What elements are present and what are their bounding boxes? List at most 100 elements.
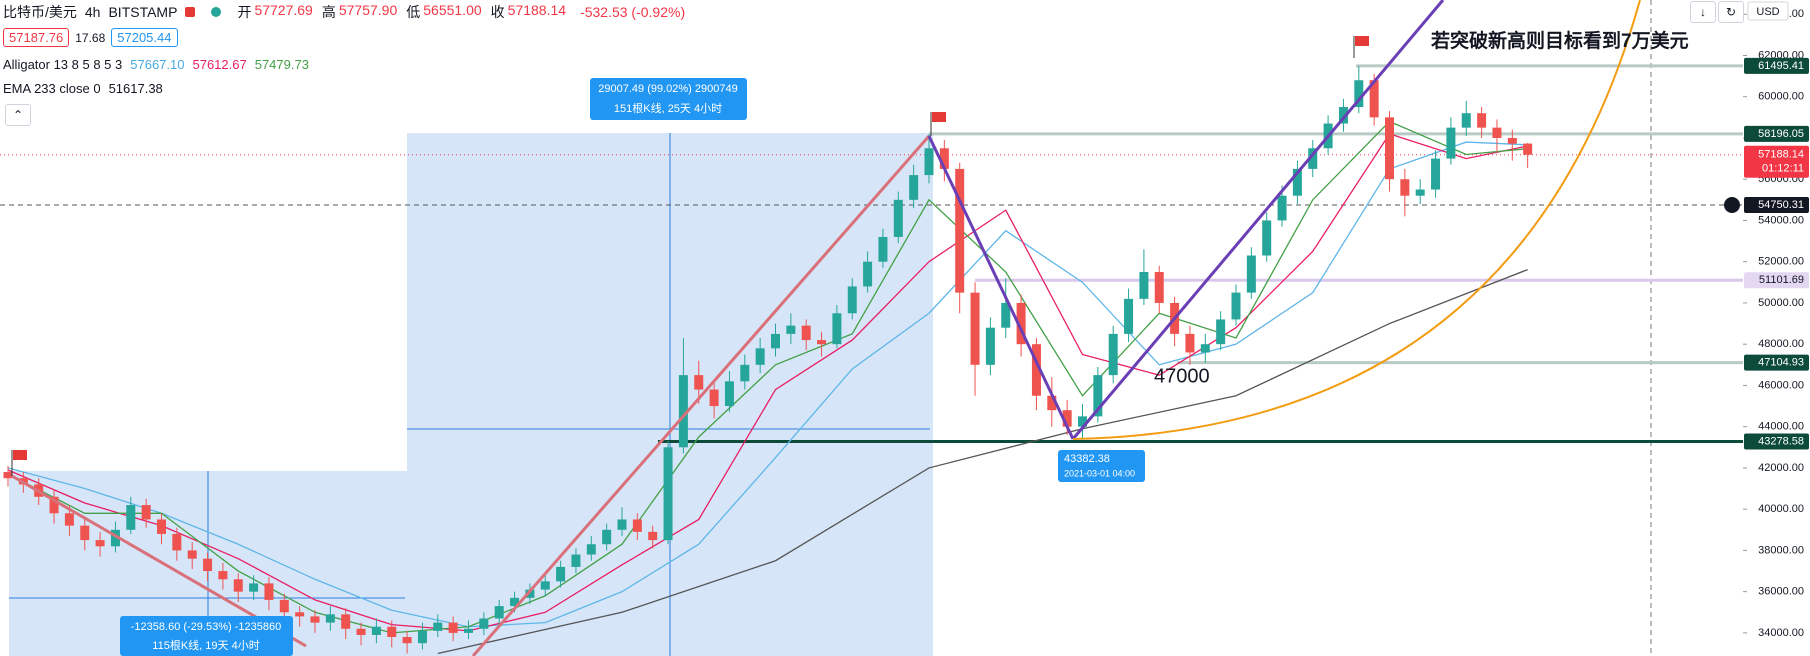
level-label: 54750.31 bbox=[1758, 199, 1804, 211]
low-price: 43382.38 bbox=[1064, 453, 1110, 465]
candle-body bbox=[141, 505, 151, 520]
interval: 4h bbox=[84, 4, 101, 20]
indicator-value: 57612.67 bbox=[192, 57, 247, 72]
ohlc-value: 57727.69 bbox=[254, 2, 313, 18]
candle-body bbox=[540, 581, 550, 590]
candle-body bbox=[295, 612, 305, 617]
candle-body bbox=[724, 381, 734, 407]
candle-body bbox=[1354, 80, 1364, 108]
candle-body bbox=[1185, 333, 1195, 353]
annotation: 若突破新高则目标看到7万美元 bbox=[1431, 29, 1689, 52]
countdown: 01:12:11 bbox=[1762, 163, 1804, 175]
level-label-box bbox=[1744, 125, 1809, 142]
indicator-value: 57479.73 bbox=[254, 57, 309, 72]
indicator-legend: EMA 233 close 0 51617.38 bbox=[3, 81, 163, 96]
settings-button[interactable]: ↻ bbox=[1718, 1, 1744, 23]
currency-box[interactable] bbox=[1747, 1, 1789, 21]
flag bbox=[1353, 36, 1369, 58]
flag bbox=[930, 112, 946, 136]
ohlc-label: 高 bbox=[321, 4, 336, 20]
candle-body bbox=[110, 529, 120, 547]
candle-body bbox=[556, 566, 566, 582]
candle-body bbox=[218, 571, 228, 580]
level-label-box bbox=[1744, 196, 1809, 213]
candle-body bbox=[939, 148, 949, 169]
candle-body bbox=[786, 325, 796, 334]
candle-body bbox=[832, 313, 842, 345]
candle-body bbox=[985, 327, 995, 365]
candle-body bbox=[1154, 272, 1164, 303]
candle-body bbox=[1292, 168, 1302, 196]
y-tick-label: 46000.00 bbox=[1758, 379, 1804, 391]
candle-body bbox=[1415, 189, 1425, 196]
indicator-lines bbox=[7, 120, 1528, 655]
candle-body bbox=[663, 447, 673, 541]
candle-body bbox=[648, 531, 658, 541]
low-time: 2021-03-01 04:00 bbox=[1064, 468, 1135, 478]
candle-body bbox=[64, 513, 74, 526]
y-tick-label: 44000.00 bbox=[1758, 421, 1804, 433]
collapse-button[interactable]: ⌃ bbox=[5, 104, 31, 126]
candle-body bbox=[1062, 410, 1072, 427]
candle-body bbox=[1461, 113, 1471, 128]
candle-body bbox=[402, 637, 412, 644]
candle-body bbox=[801, 325, 811, 341]
last-price: 57188.14 bbox=[1758, 149, 1804, 161]
indicator-line bbox=[7, 120, 1528, 634]
candle-body bbox=[1231, 292, 1241, 320]
arc bbox=[1072, 0, 1641, 440]
candle-body bbox=[233, 579, 243, 592]
candle-body bbox=[279, 599, 289, 613]
candle-body bbox=[1492, 127, 1502, 138]
candle-body bbox=[494, 606, 504, 619]
candle-body bbox=[417, 630, 427, 644]
y-tick-label: 38000.00 bbox=[1758, 544, 1804, 556]
candle-body bbox=[571, 554, 581, 567]
symbol: 比特币/美元 bbox=[3, 4, 77, 20]
level-label-box bbox=[1744, 57, 1809, 74]
candle-body bbox=[602, 529, 612, 545]
ohlc-label: 开 bbox=[237, 4, 252, 20]
level-label-box bbox=[1744, 272, 1809, 289]
ohlc-label: 收 bbox=[490, 4, 505, 20]
candle-body bbox=[510, 597, 520, 607]
ask[interactable]: 57205.44 bbox=[111, 28, 178, 47]
indicator-value: 57667.10 bbox=[130, 57, 185, 72]
level-label: 47104.93 bbox=[1758, 357, 1804, 369]
y-tick-label: 34000.00 bbox=[1758, 627, 1804, 639]
bid[interactable]: 57187.76 bbox=[3, 28, 70, 47]
candle-body bbox=[310, 616, 320, 623]
candle-body bbox=[1400, 179, 1410, 196]
candle-body bbox=[1108, 333, 1118, 376]
candle-body bbox=[955, 168, 965, 293]
measure-label-box bbox=[120, 616, 293, 656]
y-tick-label: 60000.00 bbox=[1758, 91, 1804, 103]
trend-line bbox=[927, 135, 1075, 440]
candle-body bbox=[1001, 302, 1011, 328]
candle-body bbox=[1277, 195, 1287, 221]
price-axis bbox=[1743, 0, 1810, 656]
scroll-button[interactable]: ↓ bbox=[1690, 1, 1716, 23]
crosshair-button[interactable] bbox=[1724, 197, 1740, 213]
candle-body bbox=[3, 472, 13, 479]
axis-labels: 34000.00 36000.00 38000.00 40000.00 42000.00… bbox=[1743, 8, 1809, 639]
level-label: 58196.05 bbox=[1758, 128, 1804, 140]
candle-body bbox=[632, 519, 642, 532]
ohlc: 开 57727.69 高 57757.90 低 56551.00 收 57188.14 bbox=[237, 2, 572, 22]
candle-body bbox=[448, 622, 458, 633]
candle-body bbox=[1262, 220, 1272, 256]
candle-body bbox=[525, 589, 535, 598]
level-label: 51101.69 bbox=[1759, 274, 1804, 286]
indicator-legend: Alligator 13 8 5 8 5 3 57667.10 57612.67 57… bbox=[3, 57, 309, 72]
exchange: BITSTAMP bbox=[108, 4, 178, 20]
spread: 17.68 bbox=[75, 30, 106, 45]
ohlc-value: 57757.90 bbox=[338, 2, 398, 18]
candle-body bbox=[1124, 298, 1134, 334]
candle-body bbox=[356, 628, 366, 635]
candle-body bbox=[1216, 319, 1226, 345]
candle-body bbox=[909, 175, 919, 200]
candle-body bbox=[1093, 375, 1103, 417]
candle-body bbox=[203, 558, 213, 572]
